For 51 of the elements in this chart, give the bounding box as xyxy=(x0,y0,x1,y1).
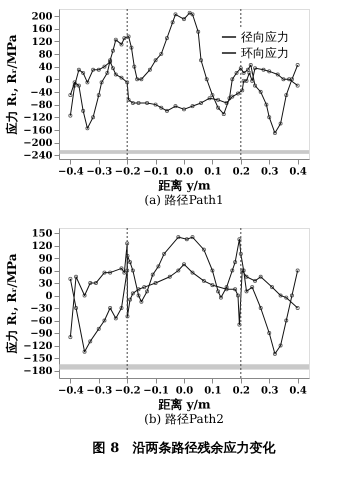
x-tick-label: 0.0 xyxy=(176,166,194,178)
y-tick-label: −40 xyxy=(30,87,53,98)
x-tick-label: 0.1 xyxy=(204,386,222,396)
text: (b) 路径Path2 xyxy=(144,412,224,426)
y-tick-label: 40 xyxy=(38,62,53,74)
x-tick-label: 0.4 xyxy=(289,386,307,396)
y-tick-label: 0 xyxy=(46,74,53,86)
y-axis-title: 应力 Rₜ, Rᵣ/MPa xyxy=(5,253,20,355)
x-tick-label: −0.3 xyxy=(86,386,112,396)
y-tick-label: 120 xyxy=(32,241,53,252)
y-tick-label: −90 xyxy=(30,328,53,340)
y-tick-label: 90 xyxy=(38,254,53,264)
y-tick-label: −80 xyxy=(30,100,53,112)
x-tick-label: −0.3 xyxy=(86,166,112,178)
legend-label: 环向应力 xyxy=(241,46,289,60)
y-tick-label: −120 xyxy=(23,341,53,352)
x-axis-title: 距离 y/m xyxy=(157,178,211,192)
x-tick-label: −0.2 xyxy=(114,166,141,178)
x-tick-label: −0.4 xyxy=(58,386,84,396)
y-tick-label: 160 xyxy=(32,24,53,36)
y-axis-title: 应力 Rₜ, Rᵣ/MPa xyxy=(5,34,20,136)
x-tick-label: 0.3 xyxy=(261,166,278,178)
y-tick-label: 200 xyxy=(32,11,53,22)
x-tick-label: 0.0 xyxy=(176,386,194,396)
y-tick-label: −180 xyxy=(23,366,53,377)
y-tick-label: 30 xyxy=(38,278,53,290)
caption: 图 8 沿两条路径残余应力变化 xyxy=(92,440,276,456)
x-tick-label: −0.4 xyxy=(58,166,84,178)
x-tick-label: −0.1 xyxy=(143,386,169,396)
y-tick-label: −160 xyxy=(23,125,53,136)
y-tick-label: −200 xyxy=(23,138,53,150)
y-tick-label: −240 xyxy=(23,150,53,162)
x-tick-label: 0.4 xyxy=(289,166,307,178)
y-tick-label: 80 xyxy=(38,49,53,60)
y-tick-label: 0 xyxy=(46,291,53,302)
text: (a) 路径Path1 xyxy=(144,193,224,207)
x-tick-label: 0.3 xyxy=(261,386,278,396)
y-tick-label: −120 xyxy=(23,112,53,124)
y-tick-label: −150 xyxy=(23,354,53,364)
y-tick-label: 150 xyxy=(32,228,53,240)
x-tick-label: 0.2 xyxy=(232,166,250,178)
y-tick-label: 120 xyxy=(32,36,53,48)
x-axis-title: 距离 y/m xyxy=(157,398,211,412)
x-tick-label: −0.2 xyxy=(114,386,141,396)
x-tick-label: 0.1 xyxy=(204,166,222,178)
y-tick-label: 60 xyxy=(38,266,53,277)
legend-label: 径向应力 xyxy=(241,30,289,44)
x-tick-label: −0.1 xyxy=(143,166,169,178)
y-tick-label: −60 xyxy=(30,316,53,327)
x-tick-label: 0.2 xyxy=(232,386,250,396)
y-tick-label: −30 xyxy=(30,304,53,314)
